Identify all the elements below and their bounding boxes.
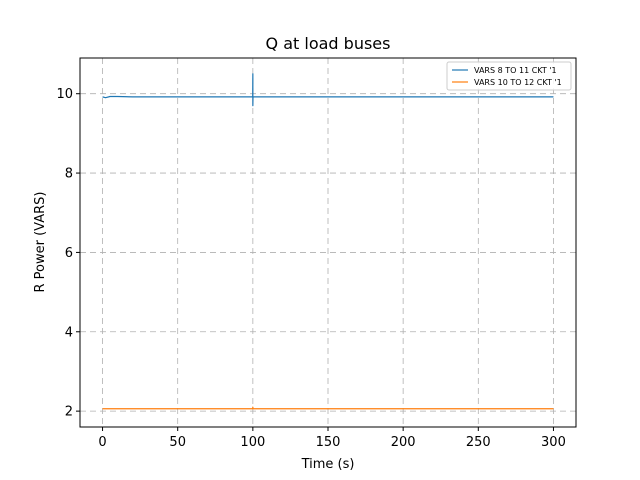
x-tick-label: 300 <box>541 435 566 450</box>
legend-label-2: VARS 10 TO 12 CKT '1 <box>474 78 562 87</box>
legend: VARS 8 TO 11 CKT '1 VARS 10 TO 12 CKT '1 <box>446 61 572 91</box>
y-tick-label: 2 <box>65 405 73 420</box>
y-tick-label: 10 <box>56 87 73 102</box>
chart-title: Q at load buses <box>266 34 391 53</box>
y-axis: 2 4 6 8 10 <box>56 87 80 420</box>
legend-box <box>446 61 572 91</box>
grid <box>80 58 576 427</box>
y-axis-label: R Power (VARS) <box>33 192 48 293</box>
y-tick-label: 6 <box>65 246 73 261</box>
y-tick-label: 4 <box>65 325 73 340</box>
y-tick-label: 8 <box>65 167 73 182</box>
x-axis-label: Time (s) <box>301 457 355 472</box>
x-tick-label: 150 <box>316 435 341 450</box>
x-tick-label: 250 <box>466 435 491 450</box>
x-tick-label: 200 <box>391 435 416 450</box>
x-axis: 0 50 100 150 200 250 300 <box>98 427 566 450</box>
series-line-1 <box>102 73 554 107</box>
legend-label-1: VARS 8 TO 11 CKT '1 <box>474 66 557 75</box>
x-tick-label: 0 <box>98 435 106 450</box>
x-tick-label: 50 <box>169 435 186 450</box>
series-layer <box>102 73 554 410</box>
series-line-2 <box>102 406 554 410</box>
x-tick-label: 100 <box>240 435 265 450</box>
